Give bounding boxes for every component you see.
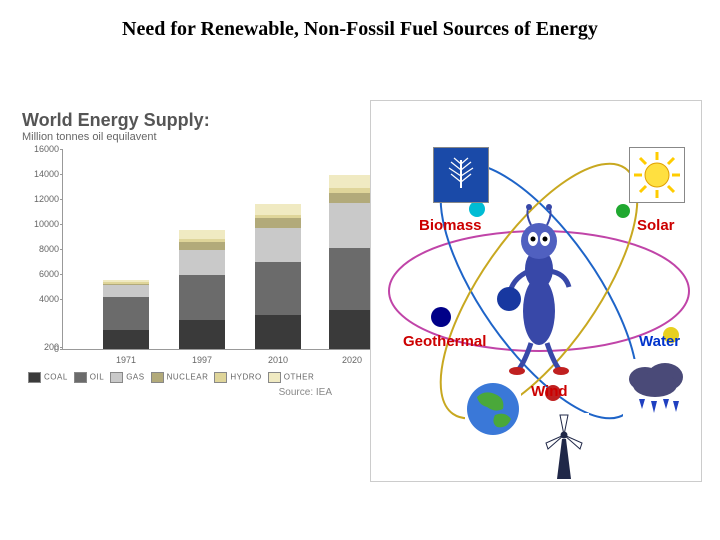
energy-label-solar: Solar bbox=[637, 217, 675, 234]
chart-title: World Energy Supply: bbox=[22, 110, 352, 131]
legend-label: GAS bbox=[126, 373, 144, 382]
chart-plot-area: 0200400060008000100001200014000160001971… bbox=[62, 149, 383, 350]
bar-segment bbox=[103, 282, 149, 284]
bar-segment bbox=[103, 280, 149, 282]
bar-segment bbox=[179, 250, 225, 275]
legend-label: COAL bbox=[44, 373, 68, 382]
bar-segment bbox=[179, 230, 225, 239]
bar-segment bbox=[329, 310, 375, 349]
bar-segment bbox=[329, 175, 375, 188]
bar-segment bbox=[103, 284, 149, 285]
bar-segment bbox=[329, 193, 375, 203]
bar-segment bbox=[329, 188, 375, 192]
legend-label: OTHER bbox=[284, 373, 315, 382]
legend-label: OIL bbox=[90, 373, 104, 382]
energy-supply-chart: World Energy Supply: Million tonnes oil … bbox=[22, 110, 352, 440]
chart-source: Source: IEA bbox=[62, 387, 332, 398]
legend-swatch bbox=[28, 372, 41, 383]
biomass-icon bbox=[433, 147, 489, 203]
y-axis-tick: 14000 bbox=[21, 169, 59, 179]
bar-segment bbox=[255, 228, 301, 262]
bar-segment bbox=[255, 204, 301, 215]
renewables-infographic: Biomass Solar Geothermal Water Wind bbox=[370, 100, 702, 482]
legend-label: HYDRO bbox=[230, 373, 261, 382]
bar-segment bbox=[329, 248, 375, 311]
x-axis-tick: 1997 bbox=[192, 355, 212, 365]
y-axis-tick: 4000 bbox=[21, 294, 59, 304]
bar-segment bbox=[255, 215, 301, 219]
earth-icon bbox=[465, 381, 521, 437]
bar-segment bbox=[255, 315, 301, 349]
bar-segment bbox=[103, 285, 149, 296]
water-icon bbox=[623, 359, 687, 421]
solar-icon bbox=[629, 147, 685, 203]
wind-icon bbox=[539, 413, 589, 479]
bar-segment bbox=[329, 203, 375, 248]
legend-swatch bbox=[74, 372, 87, 383]
bar-segment bbox=[103, 330, 149, 349]
y-axis-tick: 16000 bbox=[21, 144, 59, 154]
energy-label-wind: Wind bbox=[531, 383, 568, 400]
bar-segment bbox=[179, 320, 225, 349]
y-axis-tick: 8000 bbox=[21, 244, 59, 254]
energy-label-water: Water bbox=[639, 333, 680, 350]
x-axis-tick: 2010 bbox=[268, 355, 288, 365]
bar-segment bbox=[255, 218, 301, 227]
x-axis-tick: 2020 bbox=[342, 355, 362, 365]
page-title: Need for Renewable, Non-Fossil Fuel Sour… bbox=[0, 18, 720, 41]
energy-label-geothermal: Geothermal bbox=[403, 333, 486, 350]
chart-subtitle: Million tonnes oil equilavent bbox=[22, 131, 352, 143]
bar-segment bbox=[103, 297, 149, 331]
bar-segment bbox=[179, 242, 225, 250]
y-axis-tick: 10000 bbox=[21, 219, 59, 229]
bar-segment bbox=[179, 239, 225, 242]
legend-swatch bbox=[214, 372, 227, 383]
bar-segment bbox=[179, 275, 225, 320]
y-axis-tick: 200 bbox=[21, 342, 59, 352]
legend-swatch bbox=[151, 372, 164, 383]
x-axis-tick: 1971 bbox=[116, 355, 136, 365]
y-axis-tick: 12000 bbox=[21, 194, 59, 204]
y-axis-tick: 6000 bbox=[21, 269, 59, 279]
bar-segment bbox=[255, 262, 301, 316]
legend-swatch bbox=[268, 372, 281, 383]
legend-label: NUCLEAR bbox=[167, 373, 209, 382]
legend-swatch bbox=[110, 372, 123, 383]
chart-legend: COAL OIL GAS NUCLEAR HYDRO OTHER bbox=[22, 372, 352, 383]
energy-label-biomass: Biomass bbox=[419, 217, 482, 234]
